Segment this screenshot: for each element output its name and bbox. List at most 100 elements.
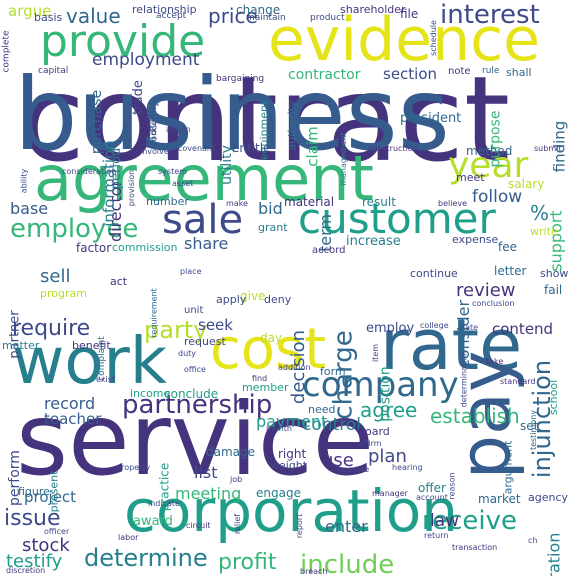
cloud-word: requirement [149, 287, 159, 338]
cloud-word: award [133, 514, 173, 529]
cloud-word: list [194, 463, 218, 482]
cloud-word: right [278, 447, 307, 461]
cloud-word: shareholder [340, 3, 406, 16]
cloud-word: school [547, 379, 561, 416]
cloud-word: increase [346, 234, 401, 249]
cloud-word: determination [458, 350, 468, 407]
cloud-word: testimony [529, 409, 539, 451]
cloud-word: circuit [186, 521, 211, 530]
cloud-word: support [546, 209, 566, 272]
cloud-word: covenant [178, 144, 216, 153]
cloud-word: form [320, 365, 346, 378]
cloud-word: profit [218, 550, 277, 575]
cloud-word: college [420, 321, 449, 330]
cloud-word: standard [500, 377, 536, 386]
cloud-word: grant [258, 221, 288, 234]
cloud-word: payment [256, 412, 328, 431]
cloud-word: basis [34, 11, 63, 24]
cloud-word: record [44, 394, 96, 413]
cloud-word: business [14, 56, 450, 173]
cloud-word: cost [210, 317, 327, 382]
cloud-word: teacher [44, 410, 102, 428]
cloud-word: act [110, 275, 128, 288]
cloud-word: share [184, 234, 229, 253]
cloud-word: file [400, 7, 419, 21]
cloud-word: operate [338, 465, 370, 474]
cloud-word: deny [264, 293, 292, 306]
cloud-word: benefit [72, 339, 111, 352]
cloud-word: result [362, 195, 396, 209]
cloud-word: plan [368, 446, 407, 467]
cloud-word: president [400, 111, 462, 126]
cloud-word: follow [472, 187, 523, 207]
cloud-word: include [300, 550, 395, 576]
cloud-word: submit [534, 144, 562, 153]
cloud-word: manager [372, 489, 408, 498]
cloud-word: schedule [428, 20, 438, 56]
cloud-word: figure [18, 485, 50, 498]
cloud-word: customer [298, 194, 496, 243]
cloud-word: % [530, 201, 550, 225]
cloud-word: damage [206, 445, 256, 459]
cloud-word: need [308, 403, 336, 416]
cloud-word: contractor [288, 67, 361, 83]
cloud-word: contract [20, 50, 511, 188]
cloud-word: issue [4, 506, 61, 531]
cloud-word: provide [40, 16, 206, 67]
cloud-word: ch [528, 536, 538, 545]
cloud-word: engage [256, 486, 301, 500]
cloud-word: salary [508, 177, 545, 191]
cloud-word: make [226, 199, 248, 208]
cloud-word: change [236, 3, 281, 17]
cloud-word: testify [6, 551, 63, 572]
cloud-word: control [302, 415, 361, 435]
cloud-word: rule [482, 66, 500, 76]
cloud-word: contend [492, 320, 554, 338]
cloud-word: agree [360, 398, 418, 422]
cloud-word: member [242, 381, 289, 394]
cloud-word: meet [456, 171, 485, 184]
cloud-word: involve [140, 147, 169, 156]
cloud-word: construction [368, 144, 418, 153]
cloud-word: board [358, 425, 390, 438]
cloud-word: corporation [124, 477, 459, 545]
cloud-word: enter [325, 517, 368, 536]
cloud-word: complete [1, 29, 12, 73]
cloud-word: year [448, 145, 529, 186]
cloud-word: position [377, 365, 394, 422]
cloud-word: employment [92, 50, 200, 70]
cloud-word: labor [118, 533, 139, 542]
cloud-word: conclusion [472, 299, 515, 308]
cloud-word: system [158, 167, 187, 176]
cloud-word: argument [500, 440, 514, 494]
cloud-word: party [144, 316, 208, 344]
cloud-word: action [166, 125, 191, 134]
cloud-word: determine [84, 544, 208, 572]
cloud-word: method [466, 144, 513, 158]
cloud-word: letter [494, 264, 527, 278]
cloud-word: concern [148, 110, 159, 146]
cloud-word: day [260, 331, 283, 345]
cloud-word: item [371, 343, 381, 363]
cloud-word: duty [178, 349, 197, 358]
cloud-word: bid [258, 199, 283, 218]
cloud-word: matter [2, 339, 40, 352]
cloud-word: fee [498, 240, 517, 254]
cloud-word: give [240, 289, 266, 303]
cloud-word: apply [216, 293, 247, 306]
cloud-word: argue [8, 2, 52, 20]
cloud-word: product [310, 13, 345, 23]
cloud-word: require [12, 316, 91, 341]
cloud-word: conclude [164, 387, 219, 401]
cloud-word: accept [156, 11, 187, 21]
cloud-word: entitle [232, 141, 271, 155]
cloud-word: account [416, 493, 448, 502]
cloud-word: price [208, 4, 258, 28]
cloud-word: project [24, 488, 77, 506]
cloud-word: market [478, 492, 521, 506]
cloud-word: agency [528, 491, 569, 504]
cloud-word: employ [366, 321, 415, 336]
cloud-word: law [430, 511, 460, 531]
cloud-word: officer [44, 527, 70, 536]
